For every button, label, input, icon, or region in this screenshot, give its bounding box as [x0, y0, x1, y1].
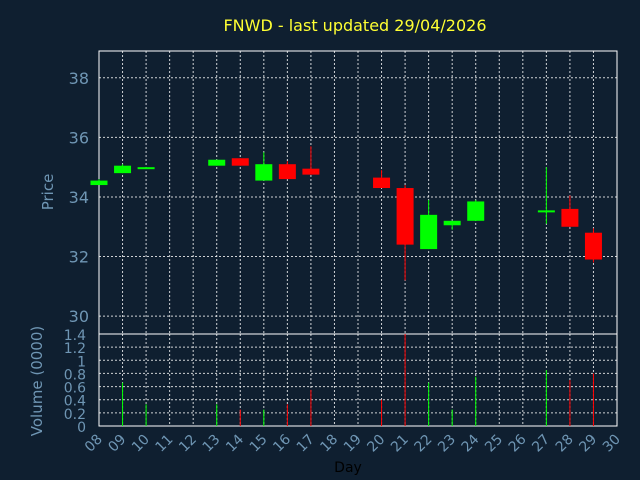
volume-tick-label: 1.4 [64, 328, 86, 344]
candle-body [561, 208, 579, 227]
candle-body [255, 164, 273, 181]
candle [537, 167, 555, 224]
x-axis-label: Day [334, 460, 362, 476]
candle-body [114, 165, 132, 174]
price-tick-label: 30 [69, 307, 89, 326]
candle-body [537, 210, 555, 213]
price-tick-label: 36 [69, 128, 89, 147]
candle-body [137, 167, 155, 170]
volume-plot-frame [98, 333, 618, 427]
price-tick-label: 32 [69, 248, 89, 267]
volume-tick-label: 0.2 [64, 407, 86, 423]
candle [396, 185, 414, 281]
candle [208, 159, 226, 166]
candle-body [278, 164, 296, 180]
chart-title: FNWD - last updated 29/04/2026 [223, 16, 486, 35]
volume-tick-label: 1.2 [64, 341, 86, 357]
x-ticks: 08 09 10 11 12 13 14 15 16 17 18 19 20 21 22 23 24 25 26 27… [82, 431, 624, 455]
price-panel: 30 32 34 36 38 Price [39, 50, 618, 335]
candle-body [396, 188, 414, 245]
candle-body [420, 214, 438, 250]
candle [443, 220, 461, 230]
candle [231, 158, 249, 166]
candle [278, 161, 296, 180]
volume-panel: 00.20.40.60.811.21.4 Volume (0000) [28, 326, 618, 436]
candle-body [208, 159, 226, 166]
candle-body [302, 168, 320, 175]
candles [90, 146, 602, 281]
candle [584, 228, 602, 263]
candle-body [373, 177, 391, 189]
candle-body [90, 180, 108, 186]
price-tick-label: 34 [69, 188, 89, 207]
candle [373, 170, 391, 189]
volume-y-ticks: 00.20.40.60.811.21.4 [64, 328, 86, 436]
candle [137, 167, 155, 170]
candle [467, 199, 485, 221]
candle [302, 146, 320, 175]
candle-body [443, 220, 461, 226]
volume-tick-label: 0.4 [64, 394, 86, 410]
volume-bars [122, 334, 594, 426]
price-tick-label: 38 [69, 69, 89, 88]
volume-tick-label: 0.8 [64, 367, 86, 383]
volume-tick-label: 0.6 [64, 381, 86, 397]
volume-axis-label: Volume (0000) [28, 326, 46, 436]
volume-tick-label: 1 [77, 354, 86, 370]
candle [255, 152, 273, 181]
price-y-ticks: 30 32 34 36 38 [69, 69, 89, 326]
price-axis-label: Price [39, 174, 57, 211]
candle [90, 179, 108, 186]
candle-body [231, 158, 249, 166]
candle [561, 195, 579, 227]
volume-tick-label: 0 [77, 420, 86, 436]
candle-body [467, 201, 485, 221]
candle-body [584, 232, 602, 260]
candle [420, 199, 438, 250]
candle [114, 164, 132, 174]
